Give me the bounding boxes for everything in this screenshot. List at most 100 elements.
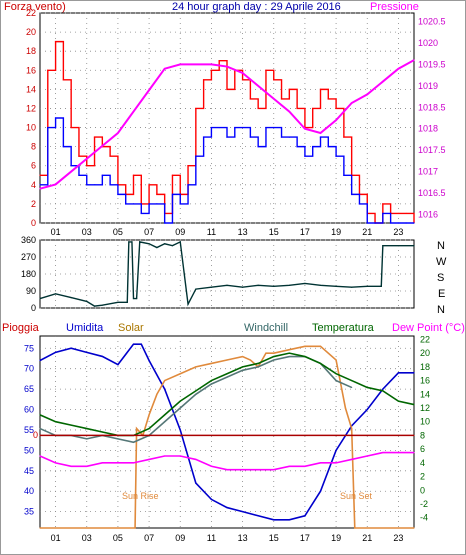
bottom-series-4-point-4 bbox=[101, 462, 103, 464]
top-series-0-point-47 bbox=[405, 212, 407, 215]
bottom-series-3-point-8 bbox=[164, 414, 166, 416]
top-series-1-point-14 bbox=[148, 203, 150, 205]
direction-point-3 bbox=[86, 300, 88, 302]
top-series-1-point-0 bbox=[39, 184, 41, 186]
dir-tick-90: 90 bbox=[26, 286, 36, 296]
top-series-2-point-5 bbox=[117, 132, 119, 134]
bottom-series-1-point-2 bbox=[136, 427, 138, 430]
bottom-series-1-point-19 bbox=[335, 359, 337, 361]
top-left-tick-20: 20 bbox=[26, 27, 36, 37]
top-x-tick-11: 11 bbox=[207, 227, 216, 237]
bottom-series-2-point-11 bbox=[210, 383, 213, 385]
top-series-0-point-1 bbox=[47, 69, 49, 71]
top-series-2-point-11 bbox=[210, 63, 213, 66]
bottom-series-1-point-22 bbox=[354, 527, 356, 529]
top-series-1-point-48 bbox=[413, 222, 415, 224]
top-left-tick-8: 8 bbox=[31, 142, 36, 152]
top-series-0-point-33 bbox=[296, 107, 298, 110]
bottom-series-0-point-24 bbox=[397, 372, 400, 374]
bot-right-tick--2: -2 bbox=[420, 499, 428, 509]
top-right-tick-1019.5: 1019.5 bbox=[418, 59, 446, 69]
compass-n-bottom: N bbox=[437, 304, 445, 316]
top-series-1-point-27 bbox=[249, 136, 251, 138]
top-right-tick-1020: 1020 bbox=[418, 38, 438, 48]
bot-x-tick-11: 11 bbox=[207, 533, 216, 543]
bottom-series-4-point-23 bbox=[397, 451, 400, 454]
top-series-0-point-3 bbox=[62, 79, 64, 81]
top-series-2-point-3 bbox=[86, 158, 88, 160]
bottom-series-0-point-2 bbox=[70, 347, 72, 349]
bottom-series-4-point-18 bbox=[319, 462, 322, 464]
direction-point-21 bbox=[226, 284, 228, 286]
direction-point-13 bbox=[148, 243, 150, 245]
top-series-2-point-0 bbox=[39, 188, 41, 190]
bottom-series-0-point-8 bbox=[148, 359, 150, 362]
top-series-2-point-13 bbox=[241, 72, 244, 74]
direction-point-29 bbox=[351, 286, 353, 288]
top-series-2-point-10 bbox=[195, 63, 197, 66]
bottom-series-4-point-0 bbox=[39, 455, 41, 457]
direction-point-28 bbox=[335, 285, 337, 287]
bottom-series-0-point-12 bbox=[210, 498, 213, 501]
top-series-0-point-28 bbox=[257, 107, 259, 110]
top-series-1-point-2 bbox=[54, 117, 57, 119]
bottom-series-1-point-16 bbox=[288, 349, 290, 351]
bottom-series-2-point-20 bbox=[351, 386, 353, 389]
direction-point-24 bbox=[273, 285, 275, 287]
top-right-tick-1017.5: 1017.5 bbox=[418, 145, 446, 155]
bottom-series-1-point-15 bbox=[273, 352, 275, 354]
bottom-series-1-point-6 bbox=[164, 379, 166, 382]
humidity-label: Umidita bbox=[66, 322, 104, 334]
top-x-tick-15: 15 bbox=[269, 227, 279, 237]
top-series-1-point-26 bbox=[241, 126, 244, 129]
sunset-annotation: Sun Set bbox=[340, 491, 373, 501]
bot-left-tick-45: 45 bbox=[24, 466, 34, 476]
bottom-series-line-3 bbox=[39, 352, 415, 437]
bottom-series-1-point-4 bbox=[148, 414, 150, 416]
bottom-series-4-point-19 bbox=[335, 462, 337, 464]
bottom-series-1-point-9 bbox=[210, 362, 213, 365]
bottom-series-1-point-10 bbox=[226, 359, 228, 361]
top-right-tick-1016.5: 1016.5 bbox=[418, 188, 446, 198]
bottom-series-1-point-8 bbox=[195, 366, 197, 368]
bottom-series-1-point-17 bbox=[304, 345, 306, 347]
direction-point-27 bbox=[319, 284, 322, 286]
bottom-series-3-point-17 bbox=[304, 355, 306, 358]
top-series-0-point-20 bbox=[195, 107, 197, 110]
bottom-series-0-point-11 bbox=[195, 482, 197, 484]
top-series-0-point-15 bbox=[156, 193, 158, 195]
bottom-series-0-point-22 bbox=[366, 408, 368, 411]
top-series-0-point-44 bbox=[382, 203, 384, 205]
bot-left-tick-35: 35 bbox=[24, 507, 34, 517]
bottom-series-line-4 bbox=[39, 451, 414, 471]
bottom-series-3-point-19 bbox=[335, 373, 337, 375]
bottom-series-1-point-20 bbox=[344, 407, 347, 409]
bottom-series-1-point-0 bbox=[39, 527, 41, 529]
bottom-series-1-point-18 bbox=[319, 345, 322, 347]
top-series-0-point-30 bbox=[273, 79, 275, 81]
top-right-tick-1020.5: 1020.5 bbox=[418, 17, 446, 27]
bottom-series-3-point-3 bbox=[86, 427, 88, 430]
top-series-1-point-10 bbox=[117, 193, 119, 195]
direction-series-line-0 bbox=[39, 240, 414, 307]
top-series-1-point-37 bbox=[327, 146, 329, 148]
bottom-series-2-point-16 bbox=[288, 355, 290, 358]
top-series-0-point-0 bbox=[39, 174, 41, 176]
bottom-series-4-point-20 bbox=[351, 458, 353, 461]
top-series-1-point-22 bbox=[210, 126, 213, 129]
bottom-series-4-point-22 bbox=[382, 451, 384, 454]
top-series-0-point-9 bbox=[109, 155, 111, 157]
bottom-series-0-point-0 bbox=[39, 359, 41, 362]
bottom-series-3-point-13 bbox=[241, 366, 244, 368]
top-series-0-point-29 bbox=[265, 69, 267, 71]
compass-w: W bbox=[436, 256, 447, 268]
bottom-series-1-point-14 bbox=[265, 352, 267, 354]
bottom-series-2-point-10 bbox=[195, 393, 197, 395]
dir-tick-0: 0 bbox=[31, 303, 36, 313]
windchill-label: Windchill bbox=[244, 322, 288, 334]
bottom-series-4-point-10 bbox=[195, 458, 197, 461]
top-left-tick-2: 2 bbox=[31, 199, 36, 209]
top-x-tick-05: 05 bbox=[113, 227, 123, 237]
top-series-2-point-16 bbox=[288, 110, 290, 113]
